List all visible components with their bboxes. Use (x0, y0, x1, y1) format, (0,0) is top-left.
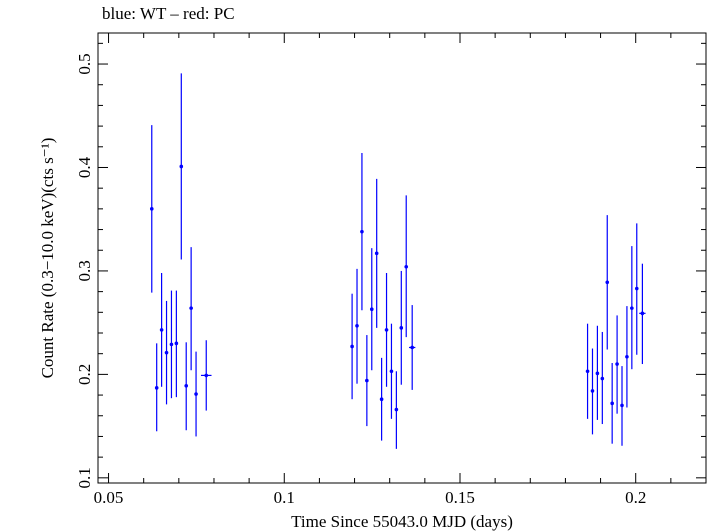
data-marker (640, 311, 645, 316)
y-tick-label: 0.5 (75, 53, 94, 74)
y-tick-label: 0.2 (75, 364, 94, 385)
data-point (365, 335, 369, 427)
data-point (194, 351, 198, 437)
data-marker (389, 369, 394, 374)
data-point (625, 306, 629, 408)
data-marker (384, 328, 389, 332)
data-marker (174, 341, 179, 346)
data-point (189, 247, 193, 371)
data-point (404, 195, 409, 338)
data-point (169, 290, 174, 399)
x-tick-label: 0.2 (625, 488, 646, 507)
data-marker (590, 389, 595, 393)
data-point (374, 178, 379, 328)
data-marker (350, 344, 354, 349)
x-tick-label: 0.15 (445, 488, 475, 507)
data-point (394, 371, 399, 449)
data-point (355, 268, 359, 384)
data-marker (605, 280, 610, 285)
data-point (409, 305, 416, 390)
y-axis: 0.1 0.2 0.3 0.4 0.5 (75, 42, 706, 488)
data-point (399, 270, 404, 385)
data-marker (179, 164, 184, 169)
data-point (159, 273, 164, 387)
plot-frame (97, 32, 707, 484)
data-marker (394, 407, 399, 412)
data-marker (374, 251, 379, 256)
y-tick-label: 0.1 (75, 467, 94, 488)
data-point (630, 246, 634, 370)
data-point (164, 300, 169, 405)
data-point (154, 343, 159, 432)
data-marker (634, 286, 639, 291)
data-marker (399, 326, 404, 330)
data-point (200, 340, 212, 411)
data-point (384, 273, 389, 387)
data-marker (169, 342, 174, 347)
data-point (620, 366, 624, 446)
data-series-wt (149, 73, 646, 449)
data-point (590, 348, 595, 435)
data-point (379, 357, 384, 441)
data-marker (194, 392, 198, 396)
data-marker (164, 350, 169, 355)
data-point (149, 125, 154, 293)
x-axis-label: Time Since 55043.0 MJD (days) (291, 512, 513, 531)
data-marker (610, 401, 614, 406)
data-marker (615, 362, 619, 366)
data-point (179, 73, 184, 260)
data-point (389, 323, 394, 419)
data-marker (620, 403, 624, 408)
data-marker (600, 376, 605, 381)
y-axis-label: Count Rate (0.3−10.0 keV)(cts s⁻¹) (38, 138, 57, 379)
data-marker (355, 323, 359, 328)
y-tick-label: 0.4 (75, 156, 94, 178)
data-marker (189, 306, 193, 310)
data-point (360, 153, 364, 311)
data-point (634, 223, 639, 355)
data-point (595, 325, 600, 420)
data-marker (625, 354, 629, 359)
data-marker (585, 369, 590, 374)
data-point (605, 215, 610, 350)
data-marker (360, 229, 364, 234)
data-point (600, 331, 605, 425)
x-tick-label: 0.1 (274, 488, 295, 507)
data-marker (410, 345, 414, 350)
data-point (174, 290, 179, 398)
data-marker (149, 207, 154, 211)
data-marker (204, 373, 209, 378)
data-point (610, 363, 614, 444)
data-marker (154, 386, 159, 390)
y-tick-label: 0.3 (75, 260, 94, 281)
data-marker (184, 383, 189, 388)
data-point (350, 293, 354, 400)
data-marker (365, 378, 369, 383)
data-point (615, 315, 619, 414)
chart-title: blue: WT – red: PC (102, 4, 235, 23)
data-marker (595, 371, 600, 376)
data-point (639, 263, 646, 365)
data-point (369, 248, 374, 371)
data-marker (159, 328, 164, 332)
data-point (184, 342, 189, 431)
data-marker (404, 264, 409, 269)
data-marker (630, 306, 634, 310)
x-axis: 0.05 0.1 0.15 0.2 (94, 33, 707, 507)
data-marker (369, 307, 374, 312)
data-point (585, 323, 590, 419)
data-marker (379, 397, 384, 402)
x-tick-label: 0.05 (94, 488, 124, 507)
